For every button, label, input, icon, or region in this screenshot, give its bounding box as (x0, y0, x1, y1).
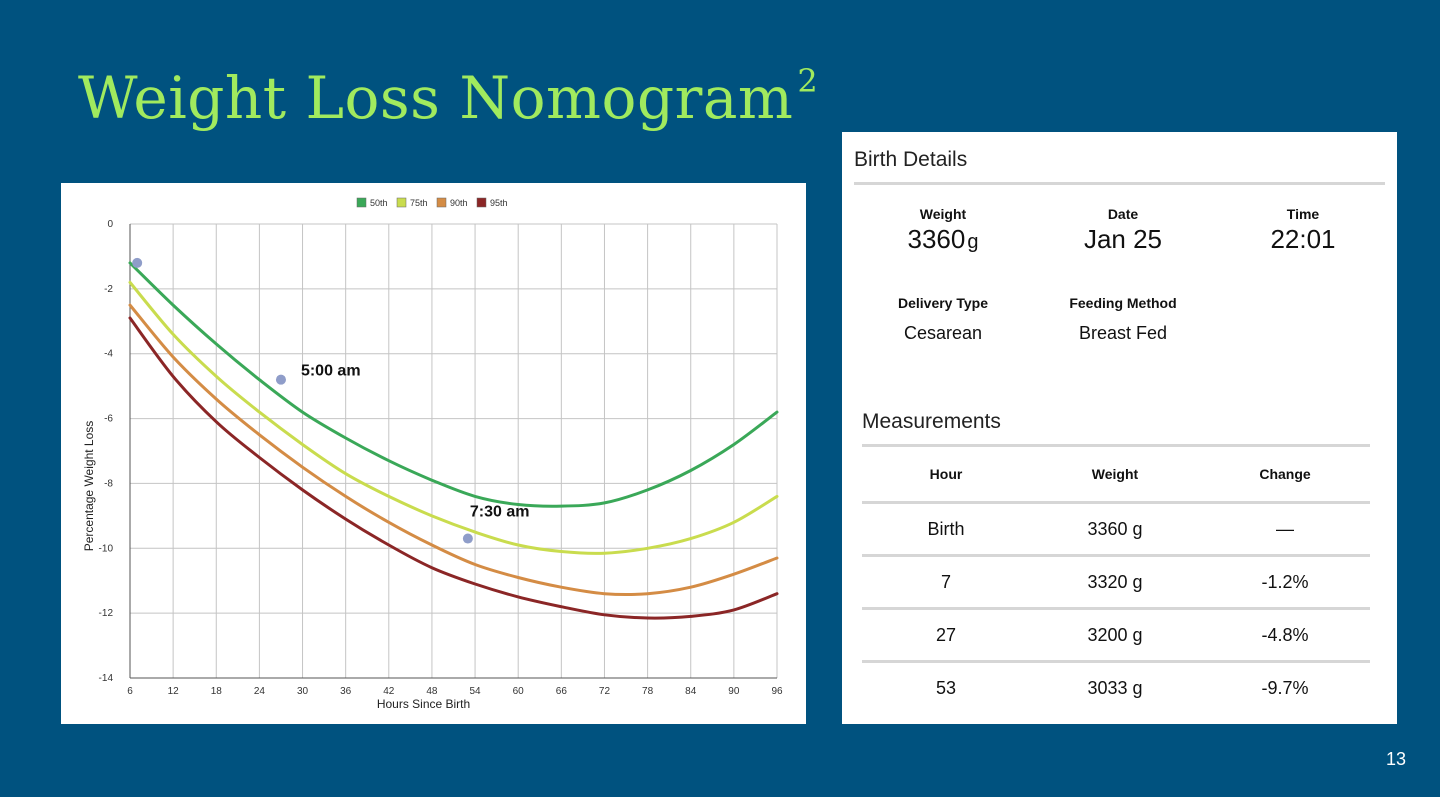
x-tick-label: 30 (297, 686, 309, 697)
cell-weight: 3360 g (1087, 518, 1143, 539)
legend-label-50th: 50th (370, 198, 388, 208)
measurements-table: Hour Weight Change Birth 3360 g — 7 3320… (862, 447, 1370, 713)
measurement-point (132, 257, 143, 268)
time-field: Time 22:01 (1218, 206, 1388, 255)
delivery-type-value: Cesarean (903, 323, 983, 343)
cell-hour: Birth (927, 518, 965, 539)
x-tick-label: 78 (642, 686, 654, 697)
table-row: 53 3033 g -9.7% (862, 663, 1370, 713)
x-tick-label: 24 (254, 686, 266, 697)
series-line-50th (128, 261, 779, 508)
legend-swatch-75th (396, 197, 407, 208)
birth-details-heading: Birth Details (854, 148, 968, 171)
point-label: 7:30 am (470, 504, 530, 521)
y-tick-label: -10 (99, 543, 114, 554)
legend-swatch-50th (356, 197, 367, 208)
slide-number: 13 (1385, 749, 1406, 769)
y-tick-label: -12 (99, 608, 114, 619)
legend-label-75th: 75th (410, 198, 428, 208)
x-tick-label: 42 (383, 686, 395, 697)
date-label: Date (1107, 206, 1139, 222)
legend-swatch-90th (436, 197, 447, 208)
column-header-weight: Weight (1091, 466, 1139, 482)
nomogram-chart: 6 12 18 24 30 36 42 48 54 60 66 72 78 84 90 96 0 -2 -4 -6 -8… (82, 197, 783, 711)
x-tick-label: 36 (340, 686, 352, 697)
x-tick-label: 18 (211, 686, 223, 697)
series-line-90th (128, 303, 779, 597)
measurements-heading: Measurements (862, 410, 1001, 433)
cell-change: — (1276, 518, 1294, 539)
cell-change: -9.7% (1261, 677, 1309, 698)
x-tick-label: 60 (513, 686, 525, 697)
x-tick-label: 96 (771, 686, 783, 697)
legend-label-95th: 95th (490, 198, 508, 208)
x-axis-label: Hours Since Birth (377, 697, 470, 711)
slide-title-text: Weight Loss Nomogram (78, 64, 794, 132)
measurement-point (462, 533, 473, 544)
weight-unit: g (967, 231, 979, 253)
y-tick-label: -14 (99, 673, 114, 684)
weight-value: 3360 g (858, 224, 1028, 255)
feeding-method-field: Feeding Method Breast Fed (1038, 295, 1208, 344)
x-tick-label: 12 (168, 686, 180, 697)
y-tick-label: -6 (104, 414, 113, 425)
x-tick-label: 6 (127, 686, 133, 697)
date-field: Date Jan 25 (1038, 206, 1208, 255)
time-label: Time (1286, 206, 1320, 222)
cell-hour: 27 (935, 624, 957, 645)
cell-hour: 7 (940, 571, 951, 592)
cell-change: -1.2% (1261, 571, 1309, 592)
x-tick-label: 48 (426, 686, 438, 697)
y-tick-label: -4 (104, 349, 113, 360)
y-tick-label: -2 (104, 284, 113, 295)
legend-label-90th: 90th (450, 198, 468, 208)
point-label: 5:00 am (301, 363, 361, 380)
measurements-header-row: Hour Weight Change (862, 447, 1370, 504)
delivery-type-label: Delivery Type (897, 295, 988, 311)
x-tick-label: 90 (728, 686, 740, 697)
series-line-95th (128, 316, 779, 620)
measurements-divider (862, 444, 1370, 447)
delivery-type-field: Delivery Type Cesarean (858, 295, 1028, 344)
weight-label: Weight (919, 206, 967, 222)
x-tick-label: 84 (685, 686, 697, 697)
measurement-point (275, 374, 286, 385)
date-value: Jan 25 (1083, 224, 1163, 254)
y-axis-label: Percentage Weight Loss (82, 421, 96, 552)
birth-details-divider (854, 182, 1385, 185)
weight-number: 3360 (907, 224, 966, 254)
cell-weight: 3320 g (1087, 571, 1143, 592)
column-header-change: Change (1259, 466, 1311, 482)
x-tick-label: 66 (556, 686, 568, 697)
cell-hour: 53 (935, 677, 957, 698)
y-tick-label: 0 (107, 219, 113, 230)
table-row: Birth 3360 g — (862, 504, 1370, 557)
column-header-hour: Hour (929, 466, 963, 482)
slide-title: Weight Loss Nomogram 2 (78, 62, 818, 132)
x-tick-label: 54 (470, 686, 482, 697)
time-value: 22:01 (1270, 224, 1336, 254)
feeding-method-value: Breast Fed (1078, 323, 1168, 343)
feeding-method-label: Feeding Method (1069, 295, 1177, 311)
title-superscript: 2 (797, 62, 819, 100)
cell-change: -4.8% (1261, 624, 1309, 645)
x-tick-label: 72 (599, 686, 611, 697)
table-row: 7 3320 g -1.2% (862, 557, 1370, 610)
nomogram-chart-panel: 6 12 18 24 30 36 42 48 54 60 66 72 78 84 90 96 0 -2 -4 -6 -8… (61, 183, 806, 724)
cell-weight: 3033 g (1087, 677, 1143, 698)
y-tick-label: -8 (104, 478, 113, 489)
birth-details-panel: Birth Details Weight 3360 g Date Jan 25 T… (842, 132, 1397, 724)
cell-weight: 3200 g (1087, 624, 1143, 645)
series-line-75th (128, 280, 779, 555)
table-row: 27 3200 g -4.8% (862, 610, 1370, 663)
legend-swatch-95th (476, 197, 487, 208)
weight-field: Weight 3360 g (858, 206, 1028, 255)
